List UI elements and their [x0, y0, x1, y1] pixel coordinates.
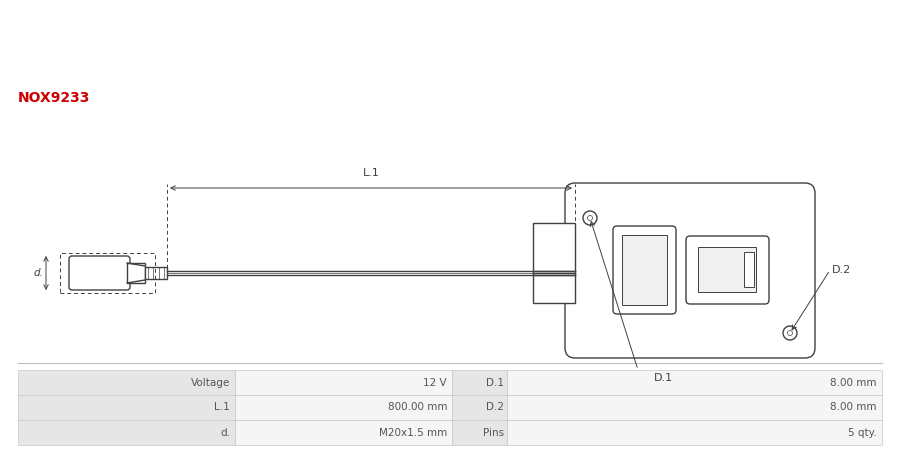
Bar: [18, 395, 235, 420]
Bar: [127, 263, 145, 283]
Text: d.: d.: [33, 268, 43, 278]
Bar: [622, 235, 667, 305]
Circle shape: [588, 216, 592, 220]
Text: Voltage: Voltage: [191, 377, 230, 387]
Circle shape: [583, 211, 597, 225]
FancyBboxPatch shape: [686, 236, 769, 304]
Bar: [452, 395, 507, 420]
Circle shape: [783, 326, 797, 340]
Text: NOX9233: NOX9233: [18, 91, 90, 105]
Circle shape: [788, 331, 793, 336]
Bar: [452, 370, 507, 395]
Text: D.2: D.2: [486, 403, 504, 413]
Text: 8.00 mm: 8.00 mm: [831, 403, 877, 413]
Text: 12 V: 12 V: [423, 377, 447, 387]
Bar: [235, 370, 452, 395]
Text: D.2: D.2: [832, 265, 851, 275]
Bar: [452, 420, 507, 445]
Text: 8.00 mm: 8.00 mm: [831, 377, 877, 387]
Text: d.: d.: [220, 427, 230, 437]
FancyBboxPatch shape: [613, 226, 676, 314]
Text: Pins: Pins: [483, 427, 504, 437]
Text: D.1: D.1: [486, 377, 504, 387]
Bar: [698, 247, 756, 292]
Text: 5 qty.: 5 qty.: [849, 427, 877, 437]
Bar: [533, 223, 575, 303]
Bar: [18, 370, 235, 395]
FancyBboxPatch shape: [69, 256, 130, 290]
Bar: [235, 395, 452, 420]
Bar: [18, 420, 235, 445]
Text: M20x1.5 mm: M20x1.5 mm: [379, 427, 447, 437]
Text: D.1: D.1: [654, 373, 673, 383]
Text: L.1: L.1: [363, 168, 380, 178]
Bar: [507, 420, 882, 445]
Bar: [145, 267, 167, 279]
Bar: [235, 420, 452, 445]
Bar: [507, 395, 882, 420]
FancyBboxPatch shape: [565, 183, 815, 358]
Bar: [507, 370, 882, 395]
Bar: [744, 252, 754, 287]
Text: L.1: L.1: [214, 403, 230, 413]
Text: 800.00 mm: 800.00 mm: [388, 403, 447, 413]
